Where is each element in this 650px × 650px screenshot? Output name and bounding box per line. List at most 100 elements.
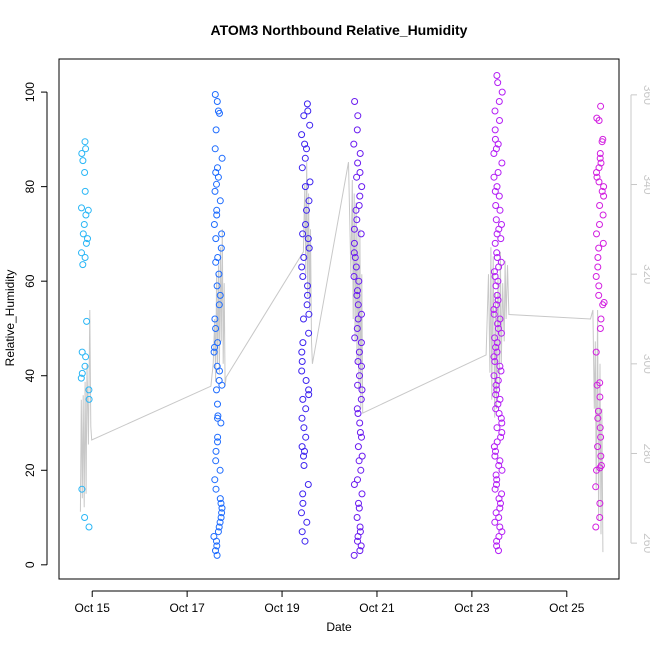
data-point	[493, 424, 501, 432]
data-point	[597, 452, 605, 460]
data-point	[592, 348, 600, 356]
x-tick-label: Oct 21	[359, 601, 395, 615]
data-point	[301, 140, 309, 148]
data-point	[491, 358, 499, 365]
x-tick-label: Oct 17	[169, 601, 205, 615]
data-point	[352, 263, 360, 271]
data-point	[493, 249, 501, 257]
data-point	[595, 291, 603, 299]
data-point	[356, 150, 364, 157]
data-point	[217, 514, 225, 521]
axis-layer: 0 20 40 60 80 100 260 280 300 320 340 360 Oct 15 Oct …	[23, 82, 650, 615]
data-point	[300, 254, 308, 261]
data-point	[358, 386, 366, 394]
data-point	[298, 367, 306, 375]
data-point	[304, 282, 311, 290]
data-point	[358, 433, 365, 441]
data-point	[491, 518, 499, 526]
data-point	[79, 261, 87, 269]
data-point	[218, 504, 226, 512]
y2-tick-label: 300	[641, 354, 650, 374]
data-point	[494, 169, 502, 176]
data-point	[355, 348, 363, 356]
data-point	[214, 438, 221, 446]
data-point	[497, 329, 505, 337]
data-point	[305, 329, 313, 337]
y2-tick-label: 280	[641, 443, 650, 463]
data-point	[303, 301, 311, 309]
data-point	[213, 537, 220, 545]
data-point	[357, 339, 365, 347]
data-point	[303, 518, 311, 526]
data-point	[592, 273, 600, 280]
data-point	[354, 443, 362, 451]
data-point	[599, 301, 607, 309]
data-point	[355, 202, 363, 209]
data-point	[355, 277, 363, 285]
data-point	[299, 273, 307, 280]
data-point	[493, 183, 501, 191]
data-point	[498, 159, 506, 167]
data-point	[216, 367, 223, 375]
data-point	[302, 377, 310, 384]
data-point	[306, 121, 314, 129]
data-point	[306, 178, 314, 186]
data-point	[302, 405, 310, 413]
data-point	[81, 362, 89, 370]
data-point	[498, 466, 506, 474]
data-point	[490, 353, 498, 361]
data-point	[303, 100, 311, 108]
data-point	[356, 372, 363, 380]
data-point	[493, 386, 501, 394]
data-point	[304, 235, 312, 243]
data-point	[356, 429, 364, 436]
data-point	[594, 414, 602, 422]
data-point	[81, 169, 89, 176]
data-point	[595, 244, 603, 252]
data-point	[217, 419, 225, 427]
data-point	[593, 230, 600, 238]
data-point	[490, 150, 498, 157]
data-point	[594, 254, 602, 261]
data-point	[497, 235, 505, 243]
data-point	[80, 221, 88, 228]
y2-tick-label: 360	[641, 85, 650, 105]
data-point	[490, 310, 498, 318]
data-point	[496, 206, 504, 214]
data-point	[213, 206, 221, 214]
data-point	[492, 202, 500, 209]
data-point	[496, 504, 504, 512]
data-point	[214, 414, 221, 422]
data-point	[356, 169, 364, 176]
data-point	[302, 221, 309, 228]
data-point	[353, 216, 361, 224]
data-point	[356, 192, 364, 200]
y-tick-label: 60	[23, 274, 37, 288]
data-point	[214, 433, 222, 441]
data-point	[300, 112, 308, 120]
data-point	[211, 91, 219, 98]
data-point	[497, 433, 505, 441]
data-point	[358, 183, 366, 191]
data-point	[298, 414, 306, 422]
data-point	[596, 393, 604, 401]
data-point	[216, 197, 224, 205]
data-point	[494, 79, 502, 87]
data-point	[494, 296, 502, 304]
data-point	[213, 282, 221, 290]
data-point	[211, 187, 219, 195]
data-point	[353, 173, 361, 181]
data-point	[493, 542, 501, 550]
data-point	[353, 514, 361, 521]
data-point	[495, 225, 503, 233]
data-point	[493, 476, 501, 484]
data-point	[212, 325, 220, 332]
data-point	[592, 523, 600, 531]
data-point	[596, 424, 604, 432]
data-point	[496, 362, 504, 370]
data-point	[216, 109, 223, 117]
data-point	[303, 206, 310, 214]
data-point	[82, 145, 90, 153]
data-point	[212, 235, 220, 243]
data-point	[592, 483, 600, 491]
